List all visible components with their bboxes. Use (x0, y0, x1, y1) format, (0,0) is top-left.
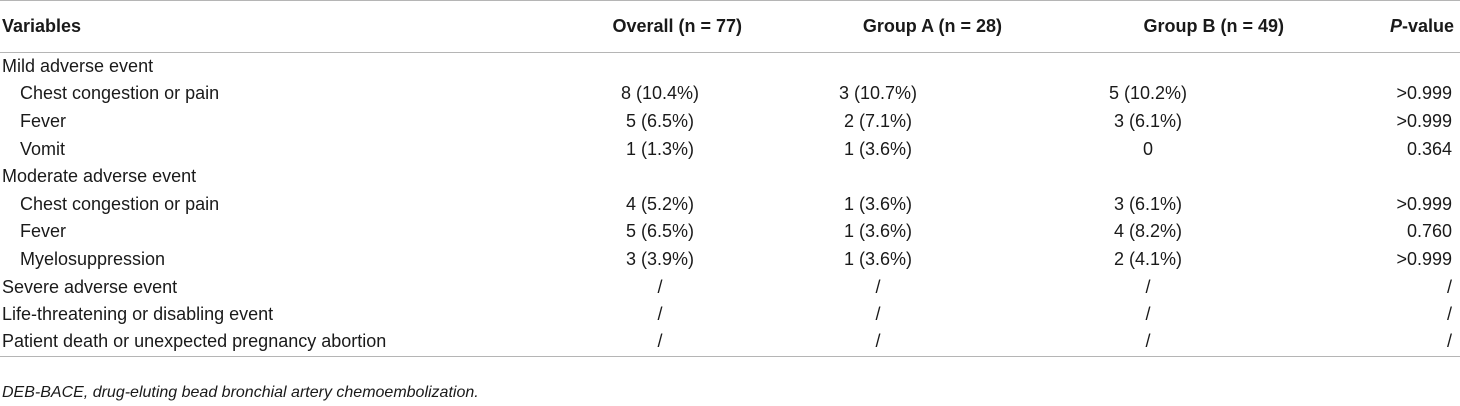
cell-p-value: 0.364 (1406, 138, 1452, 159)
cell-group-a: / (742, 328, 1002, 357)
cell-group-a: 1 (3.6%) (843, 138, 913, 159)
table-row: Fever 5 (6.5%) 2 (7.1%) 3 (6.1%) >0.999 (0, 108, 1460, 136)
header-variables: Variables (0, 0, 470, 53)
row-label: Severe adverse event (2, 276, 178, 297)
cell-overall: / (657, 304, 663, 325)
header-overall: Overall (n = 77) (470, 0, 742, 53)
cell-overall: 3 (3.9%) (625, 248, 695, 269)
row-label: Fever (20, 221, 67, 242)
cell-overall: / (657, 276, 663, 297)
cell-p-value: / (1446, 276, 1452, 297)
cell-group-b: / (1145, 304, 1151, 325)
header-p-rest: -value (1401, 16, 1454, 36)
table-row: Chest congestion or pain 8 (10.4%) 3 (10… (0, 80, 1460, 108)
row-label: Chest congestion or pain (20, 83, 220, 104)
cell-group-b: 0 (1142, 138, 1153, 159)
cell-p-value: >0.999 (1396, 193, 1452, 214)
cell-group-a: 1 (3.6%) (843, 221, 913, 242)
row-label: Myelosuppression (20, 248, 166, 269)
cell-group-b (1002, 53, 1284, 81)
cell-group-b: 4 (8.2%) (1113, 221, 1183, 242)
cell-overall: 5 (6.5%) (625, 221, 695, 242)
cell-group-b: 3 (6.1%) (1113, 193, 1183, 214)
cell-p-value (1284, 53, 1460, 81)
cell-group-a: / (875, 304, 881, 325)
cell-group-a (742, 163, 1002, 191)
table-footnote: DEB-BACE, drug-eluting bead bronchial ar… (2, 384, 479, 401)
table-row: Vomit 1 (1.3%) 1 (3.6%) 0 0.364 (0, 135, 1460, 163)
cell-overall: 1 (1.3%) (625, 138, 695, 159)
cell-group-b: / (1002, 328, 1284, 357)
cell-p-value: 0.760 (1406, 221, 1452, 242)
header-group-a: Group A (n = 28) (742, 0, 1002, 53)
table-row: Life-threatening or disabling event / / … (0, 301, 1460, 329)
adverse-events-table: Variables Overall (n = 77) Group A (n = … (0, 0, 1460, 357)
row-label: Moderate adverse event (2, 166, 197, 187)
cell-p-value: >0.999 (1396, 83, 1452, 104)
row-label: Mild adverse event (2, 56, 154, 77)
cell-group-a (742, 53, 1002, 81)
header-p-italic: P (1389, 16, 1402, 36)
cell-group-b: 5 (10.2%) (1108, 83, 1188, 104)
table-row: Chest congestion or pain 4 (5.2%) 1 (3.6… (0, 190, 1460, 218)
table-row: Myelosuppression 3 (3.9%) 1 (3.6%) 2 (4.… (0, 246, 1460, 274)
row-label: Life-threatening or disabling event (2, 304, 274, 325)
cell-p-value: / (1446, 304, 1452, 325)
table-row: Patient death or unexpected pregnancy ab… (0, 328, 1460, 357)
cell-overall (470, 163, 742, 191)
table-row: Mild adverse event (0, 53, 1460, 81)
row-label: Chest congestion or pain (20, 193, 220, 214)
row-label: Vomit (20, 138, 66, 159)
row-label: Fever (20, 110, 67, 131)
cell-p-value: >0.999 (1396, 248, 1452, 269)
cell-group-b: / (1145, 276, 1151, 297)
header-p-value: P-value (1284, 0, 1460, 53)
cell-p-value: / (1284, 328, 1460, 357)
header-group-b: Group B (n = 49) (1002, 0, 1284, 53)
table-row: Moderate adverse event (0, 163, 1460, 191)
cell-group-a: 3 (10.7%) (838, 83, 918, 104)
adverse-events-table-container: Variables Overall (n = 77) Group A (n = … (0, 0, 1460, 357)
table-header-row: Variables Overall (n = 77) Group A (n = … (0, 0, 1460, 53)
cell-p-value (1284, 163, 1460, 191)
cell-overall: 4 (5.2%) (625, 193, 695, 214)
cell-group-a: 1 (3.6%) (843, 248, 913, 269)
cell-group-b (1002, 163, 1284, 191)
table-row: Severe adverse event / / / / (0, 273, 1460, 301)
cell-overall: / (470, 328, 742, 357)
cell-group-b: 3 (6.1%) (1113, 110, 1183, 131)
cell-p-value: >0.999 (1396, 110, 1452, 131)
cell-overall: 8 (10.4%) (620, 83, 700, 104)
cell-group-a: / (875, 276, 881, 297)
cell-group-b: 2 (4.1%) (1113, 248, 1183, 269)
row-label: Patient death or unexpected pregnancy ab… (0, 328, 470, 357)
cell-group-a: 1 (3.6%) (843, 193, 913, 214)
cell-overall: 5 (6.5%) (625, 110, 695, 131)
cell-group-a: 2 (7.1%) (843, 110, 913, 131)
table-row: Fever 5 (6.5%) 1 (3.6%) 4 (8.2%) 0.760 (0, 218, 1460, 246)
cell-overall (470, 53, 742, 81)
